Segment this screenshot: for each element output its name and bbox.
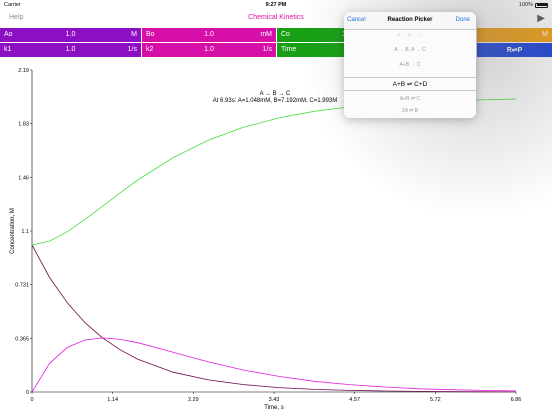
status-bar: Carrier 9:27 PM 100% bbox=[0, 0, 552, 10]
picker-header: Cancel Reaction Picker Done bbox=[344, 12, 476, 30]
series-c-line bbox=[31, 98, 517, 246]
y-axis-label: Concentration, M bbox=[10, 208, 16, 254]
y-tick-label: 1.83 bbox=[18, 122, 29, 128]
chart-axes: 0 0.365 0.731 1.1 1.46 1.83 2.19 0 1.14 2.29 3.43 4… bbox=[15, 68, 521, 403]
x-tick-label: 2.29 bbox=[188, 397, 199, 403]
y-tick-label: 2.19 bbox=[18, 68, 29, 74]
param-extra[interactable]: M bbox=[477, 28, 552, 42]
x-tick-label: 3.43 bbox=[269, 397, 280, 403]
param-bo-unit: mM bbox=[260, 31, 272, 38]
nav-bar: Help Chemical Kinetics ▶ bbox=[0, 10, 552, 28]
picker-option[interactable]: A+B → C bbox=[399, 62, 421, 68]
param-extra-unit: M bbox=[542, 31, 548, 38]
param-k2-label: k2 bbox=[146, 46, 154, 53]
param-k1-value: 1.0 bbox=[65, 46, 76, 53]
param-bo-label: Bo bbox=[146, 31, 155, 38]
x-tick-label: 6.86 bbox=[511, 397, 522, 403]
y-tick-label: 0.731 bbox=[15, 283, 29, 289]
picker-title: Reaction Picker bbox=[387, 17, 433, 23]
param-ao-unit: M bbox=[131, 31, 137, 38]
param-bo-value: 1.0 bbox=[204, 31, 214, 38]
chart-title: A → B → C bbox=[260, 91, 291, 97]
picker-option[interactable]: A → B → C bbox=[397, 33, 423, 39]
reaction-picker-wheel[interactable]: A → B → C A → B, A → C A+B → C A+B ⇌ C+D… bbox=[344, 30, 476, 118]
series-a-line bbox=[31, 244, 517, 393]
reaction-picker-popover: Cancel Reaction Picker Done A → B → C A … bbox=[344, 12, 476, 118]
param-k1-label: k1 bbox=[4, 46, 12, 53]
param-k1-unit: 1/s bbox=[127, 46, 137, 53]
param-k2-value: 1.0 bbox=[204, 46, 214, 53]
x-tick-label: 5.72 bbox=[430, 397, 441, 403]
param-bo[interactable]: Bo 1.0 mM bbox=[142, 28, 277, 42]
param-ao-label: Ao bbox=[4, 31, 13, 38]
series-b-line bbox=[31, 337, 517, 393]
picker-selection-indicator bbox=[344, 77, 476, 91]
y-tick-label: 1.46 bbox=[18, 175, 29, 181]
help-button[interactable]: Help bbox=[9, 14, 24, 21]
param-ao[interactable]: Ao 1.0 M bbox=[0, 28, 142, 42]
x-tick-label: 4.57 bbox=[349, 397, 360, 403]
battery-indicator: 100% bbox=[519, 2, 548, 8]
picker-option-selected[interactable]: A+B ⇌ C+D bbox=[392, 81, 428, 88]
carrier-label: Carrier bbox=[4, 2, 21, 8]
param-ao-value: 1.0 bbox=[65, 31, 76, 38]
chart-series bbox=[31, 98, 517, 393]
param-time-label: Time bbox=[281, 46, 297, 53]
x-tick-label: 0 bbox=[30, 397, 33, 403]
x-tick-label: 1.14 bbox=[107, 397, 118, 403]
reversible-toggle-label: R⇌P bbox=[506, 47, 523, 54]
param-co-label: Co bbox=[281, 31, 290, 38]
status-time: 9:27 PM bbox=[265, 2, 287, 8]
battery-icon bbox=[535, 2, 548, 8]
picker-option[interactable]: A → B, A → C bbox=[394, 47, 426, 53]
concentration-chart: 0 0.365 0.731 1.1 1.46 1.83 2.19 0 1.14 2.29 3.43 4… bbox=[10, 68, 521, 411]
param-k2-unit: 1/s bbox=[262, 46, 272, 53]
picker-option[interactable]: 2A ⇌ B bbox=[401, 108, 419, 114]
battery-percent: 100% bbox=[518, 2, 533, 8]
picker-option[interactable]: A+B ⇌ C bbox=[399, 96, 421, 102]
app-title: Chemical Kinetics bbox=[248, 14, 304, 21]
picker-cancel-button[interactable]: Cancel bbox=[347, 17, 366, 23]
chart-subtitle: At 6.93s: A=1.048mM, B=7.192mM, C=1.993M bbox=[213, 98, 338, 104]
play-icon[interactable]: ▶ bbox=[537, 13, 545, 24]
x-axis-label: Time, s bbox=[264, 405, 283, 411]
y-tick-label: 0.365 bbox=[15, 336, 29, 342]
picker-done-button[interactable]: Done bbox=[455, 17, 470, 23]
y-tick-label: 1.1 bbox=[21, 229, 29, 235]
reversible-toggle-button[interactable]: R⇌P bbox=[477, 43, 552, 57]
param-k1[interactable]: k1 1.0 1/s bbox=[0, 43, 142, 57]
y-tick-label: 0 bbox=[26, 390, 29, 396]
param-k2[interactable]: k2 1.0 1/s bbox=[142, 43, 277, 57]
